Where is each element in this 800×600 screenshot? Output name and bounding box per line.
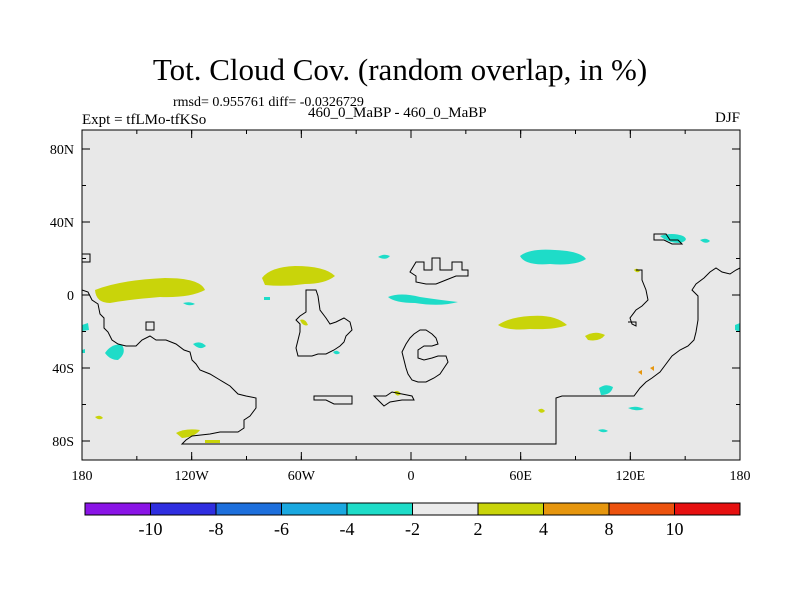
colorbar-swatch [674, 502, 741, 516]
lon-label: 120W [175, 469, 210, 484]
anomaly-patch [735, 323, 740, 332]
colorbar-label: -2 [405, 519, 420, 539]
anomaly-patch [262, 266, 335, 286]
anomaly-patch [205, 440, 220, 443]
anomaly-patch [650, 366, 654, 371]
anomaly-patch [264, 297, 270, 300]
colorbar-swatch [150, 502, 217, 516]
continent-outline [313, 395, 353, 405]
anomaly-patch [700, 238, 710, 243]
continent-outline [145, 321, 155, 331]
positive-anomaly-patches [95, 266, 640, 443]
continent-outline [82, 253, 91, 263]
anomaly-patch [638, 370, 642, 375]
continent-outline [409, 257, 469, 285]
anomaly-patch [598, 429, 608, 433]
continent-outline [295, 289, 353, 357]
colorbar-swatch [215, 502, 282, 516]
continent-outline [372, 391, 415, 407]
lat-label: 80S [52, 435, 74, 450]
colorbar-label: -4 [340, 519, 355, 539]
orange-anomaly-patches [638, 366, 654, 375]
anomaly-patch [538, 408, 545, 413]
colorbar-swatch [608, 502, 675, 516]
anomaly-patch [193, 342, 206, 349]
colorbar-label: 8 [605, 519, 614, 539]
lon-label: 180 [72, 469, 93, 484]
anomaly-patch [300, 319, 308, 326]
plot-title: Tot. Cloud Cov. (random overlap, in %) [152, 52, 648, 87]
lon-label: 60W [288, 469, 316, 484]
colorbar-swatch [543, 502, 610, 516]
stats-line: rmsd= 0.955761 diff= -0.0326729 [173, 95, 364, 110]
colorbar-swatch [84, 502, 151, 516]
continent-outline [653, 233, 684, 245]
lon-label: 0 [408, 469, 415, 484]
anomaly-patch [82, 349, 85, 353]
anomaly-patch [183, 302, 195, 306]
colorbar-label: 4 [539, 519, 548, 539]
anomaly-patch [628, 406, 644, 411]
experiment-names: 460_0_MaBP - 460_0_MaBP [308, 105, 487, 121]
experiment-label: Expt = tfLMo-tfKSo [82, 112, 207, 128]
lat-label: 40N [50, 216, 74, 231]
longitude-axis: 180 120W 60W 0 60E 120E 180 [72, 130, 751, 484]
lon-label: 180 [730, 469, 751, 484]
anomaly-patch [388, 294, 458, 305]
anomaly-patch [176, 429, 200, 438]
anomaly-patch [599, 385, 613, 395]
lat-label: 40S [52, 362, 74, 377]
anomaly-patch [82, 323, 89, 331]
continent-outline [628, 269, 649, 327]
lon-label: 120E [616, 469, 646, 484]
colorbar-label: -6 [274, 519, 289, 539]
anomaly-patch [95, 278, 205, 303]
colorbar-label: 10 [666, 519, 684, 539]
anomaly-patch [585, 332, 605, 341]
anomaly-patch [105, 344, 124, 360]
colorbar-label: 2 [474, 519, 483, 539]
continent-outline [401, 329, 449, 383]
coastlines [81, 233, 741, 445]
colorbar-swatch [281, 502, 348, 516]
season-label: DJF [714, 110, 740, 126]
colorbar-label: -10 [139, 519, 163, 539]
colorbar: -10 -8 -6 -4 -2 2 4 8 10 [84, 502, 741, 539]
colorbar-swatch [412, 502, 479, 516]
colorbar-swatch [477, 502, 544, 516]
colorbar-swatch [346, 502, 413, 516]
anomaly-patch [95, 415, 103, 420]
colorbar-label: -8 [209, 519, 224, 539]
lat-label: 80N [50, 143, 74, 158]
anomaly-patch [378, 254, 390, 259]
lat-label: 0 [67, 289, 74, 304]
lon-label: 60E [509, 469, 532, 484]
anomaly-patch [520, 249, 586, 265]
anomaly-patch [333, 350, 340, 355]
map-background [82, 130, 740, 460]
latitude-axis: 80N 40N 0 40S 80S [50, 143, 740, 450]
anomaly-patch [498, 315, 567, 330]
continent-outline [81, 267, 741, 445]
